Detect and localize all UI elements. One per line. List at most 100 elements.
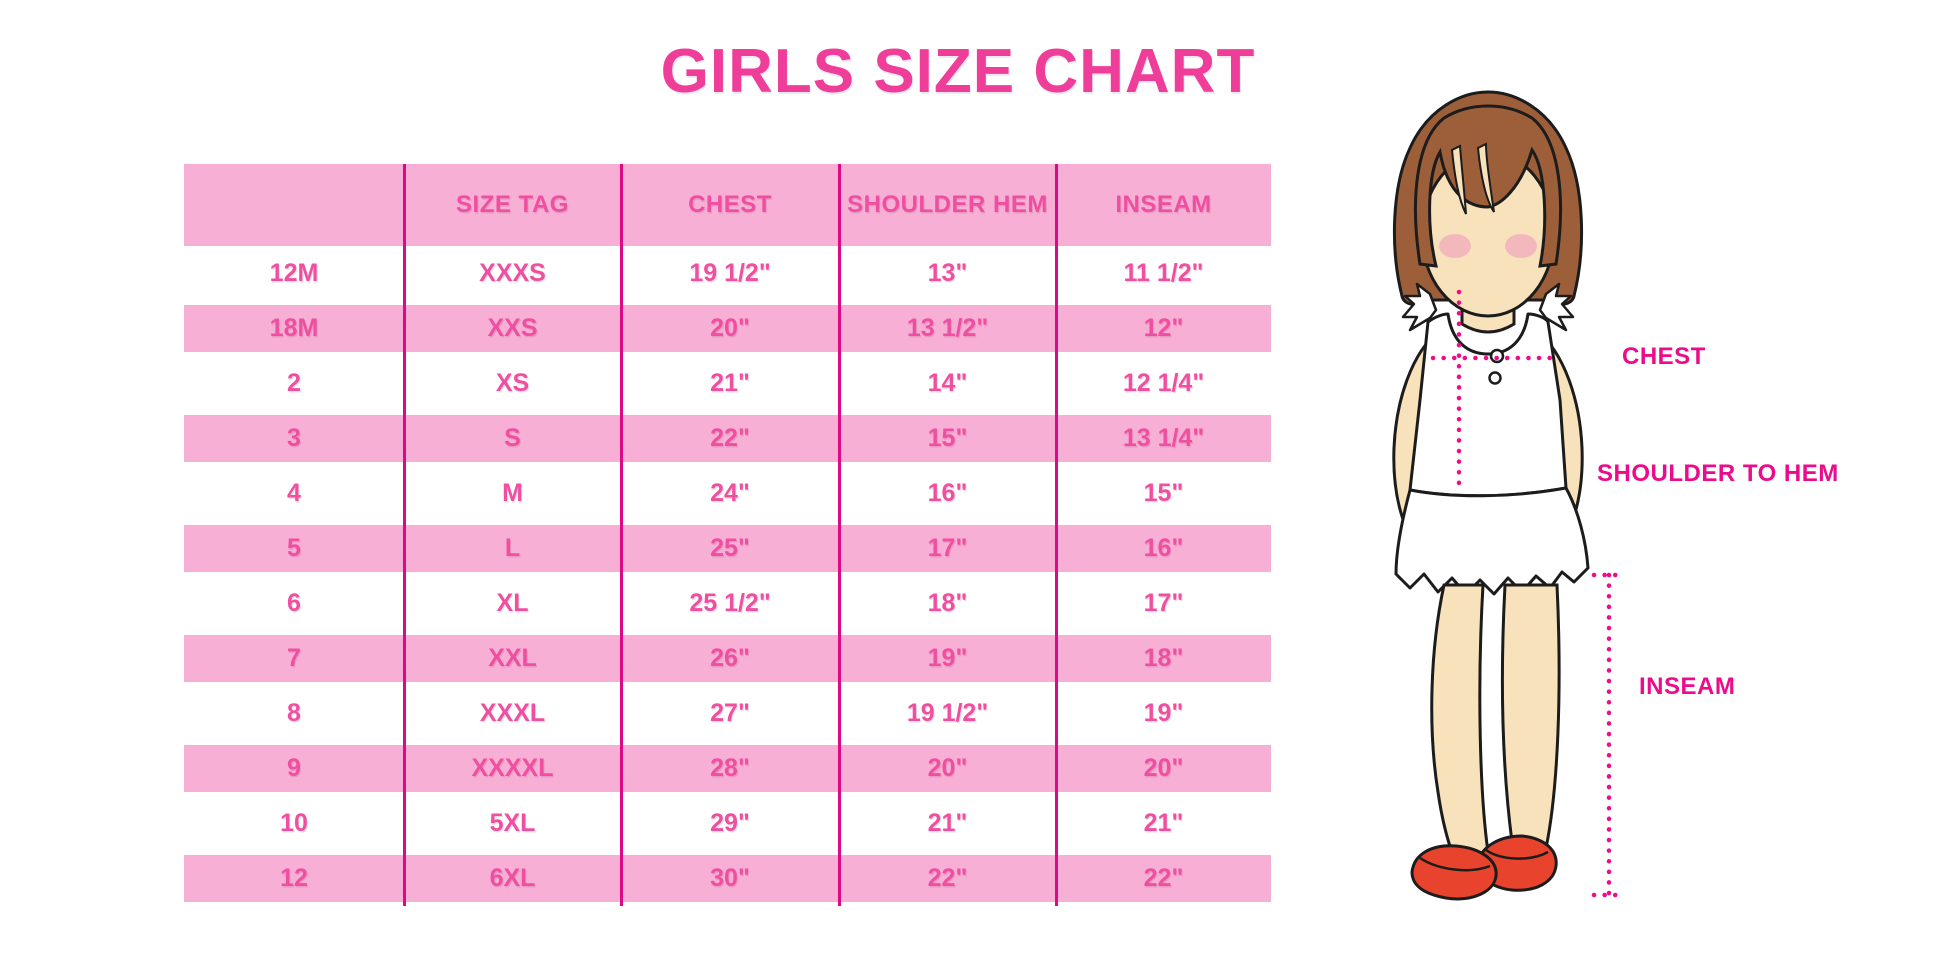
table-row: 9 XXXXL 28" 20" 20" <box>184 741 1271 796</box>
table-row: 4 M 24" 16" 15" <box>184 466 1271 521</box>
table-cell: 30" <box>710 864 750 892</box>
table-cell: L <box>504 534 521 562</box>
column-header: SHOULDER HEM <box>847 191 1048 218</box>
table-cell: 28" <box>710 754 750 782</box>
bang-notch-right <box>1476 142 1495 213</box>
table-cell: 4 <box>287 479 301 507</box>
table-cell: 13 1/2" <box>906 314 989 342</box>
table-cell: 16" <box>927 479 968 507</box>
table-cell: 26" <box>710 644 750 672</box>
column-header <box>184 164 404 246</box>
table-cell: 22" <box>1143 864 1184 892</box>
table-cell: 15" <box>927 424 968 452</box>
table-cell: 17" <box>927 534 968 562</box>
table-cell: XL <box>496 589 529 617</box>
table-cell: 8 <box>287 699 301 727</box>
table-row: 12 6XL 30" 22" 22" <box>184 851 1271 906</box>
table-cell: 18M <box>269 314 319 342</box>
table-row: 10 5XL 29" 21" 21" <box>184 796 1271 851</box>
table-cell: 19" <box>927 644 968 672</box>
inseam-label: INSEAM <box>1639 673 1736 700</box>
table-cell: XXXXL <box>471 754 554 782</box>
table-cell: 6XL <box>489 864 536 892</box>
table-cell: 7 <box>287 644 301 672</box>
table-cell: 15" <box>1143 479 1184 507</box>
table-cell: 29" <box>710 809 750 837</box>
size-table: SIZE TAG CHEST SHOULDER HEM INSEAM 12M XXXS 19… <box>184 164 1271 906</box>
table-cell: 24" <box>710 479 750 507</box>
shoe-right <box>1476 834 1558 892</box>
table-cell: 12 <box>280 864 308 892</box>
table-cell: 25" <box>710 534 750 562</box>
table-header-row: SIZE TAG CHEST SHOULDER HEM INSEAM <box>184 164 1271 246</box>
table-cell: 22" <box>927 864 968 892</box>
dress-button-bottom <box>1488 371 1502 385</box>
shoe-left <box>1410 844 1498 901</box>
table-row: 6 XL 25 1/2" 18" 17" <box>184 576 1271 631</box>
column-divider <box>838 164 841 906</box>
table-cell: M <box>502 479 523 507</box>
column-header: SIZE TAG <box>456 191 569 218</box>
table-cell: 19" <box>1143 699 1184 727</box>
shoulder-to-hem-label: SHOULDER TO HEM <box>1597 460 1839 487</box>
table-cell: 3 <box>287 424 301 452</box>
table-cell: 22" <box>710 424 750 452</box>
table-cell: 13 1/4" <box>1122 424 1205 452</box>
blush-right <box>1505 234 1537 258</box>
leg-right <box>1500 583 1561 850</box>
table-cell: 12M <box>269 259 319 287</box>
table-cell: XXL <box>488 644 537 672</box>
column-header: CHEST <box>688 191 772 218</box>
table-cell: 5XL <box>489 809 536 837</box>
shoe-right-strap <box>1485 848 1549 860</box>
table-cell: 20" <box>710 314 750 342</box>
table-cell: 18" <box>1143 644 1184 672</box>
dress-skirt <box>1394 486 1590 596</box>
table-cell: 11 1/2" <box>1123 259 1204 287</box>
chest-label: CHEST <box>1622 343 1706 370</box>
column-divider <box>1055 164 1058 906</box>
table-cell: 12" <box>1143 314 1184 342</box>
blush-left <box>1439 234 1471 258</box>
girl-illustration <box>1392 90 1627 901</box>
column-header: INSEAM <box>1115 191 1212 218</box>
table-cell: XXS <box>487 314 538 342</box>
bang-notch-left <box>1450 144 1467 215</box>
table-row: 5 L 25" 17" 16" <box>184 521 1271 576</box>
table-cell: XXXS <box>479 259 546 287</box>
table-cell: 5 <box>287 534 301 562</box>
table-cell: 20" <box>1143 754 1184 782</box>
table-row: 7 XXL 26" 19" 18" <box>184 631 1271 686</box>
table-cell: 20" <box>927 754 968 782</box>
table-cell: 21" <box>1143 809 1184 837</box>
table-row: 18M XXS 20" 13 1/2" 12" <box>184 301 1271 356</box>
ruffle-right <box>1538 282 1575 332</box>
table-cell: XXXL <box>479 699 546 727</box>
table-cell: 19 1/2" <box>689 259 771 287</box>
table-cell: 27" <box>710 699 750 727</box>
table-cell: 14" <box>927 369 968 397</box>
page-title: GIRLS SIZE CHART <box>660 37 1256 106</box>
table-cell: 2 <box>287 369 301 397</box>
shoe-left-strap <box>1419 856 1491 872</box>
column-divider <box>620 164 623 906</box>
table-cell: 10 <box>280 809 308 837</box>
table-cell: S <box>504 424 521 452</box>
ruffle-left <box>1401 282 1438 332</box>
leg-left <box>1430 583 1490 860</box>
table-cell: 19 1/2" <box>906 699 989 727</box>
table-cell: 6 <box>287 589 301 617</box>
table-cell: 12 1/4" <box>1122 369 1205 397</box>
table-row: 3 S 22" 15" 13 1/4" <box>184 411 1271 466</box>
dress-bodice <box>1408 312 1568 498</box>
table-cell: 21" <box>710 369 750 397</box>
table-cell: 18" <box>927 589 968 617</box>
table-cell: 25 1/2" <box>689 589 771 617</box>
table-row: 2 XS 21" 14" 12 1/4" <box>184 356 1271 411</box>
table-row: 12M XXXS 19 1/2" 13" 11 1/2" <box>184 246 1271 301</box>
table-cell: XS <box>495 369 530 397</box>
table-cell: 9 <box>287 754 301 782</box>
table-cell: 13" <box>927 259 968 287</box>
column-divider <box>403 164 406 906</box>
